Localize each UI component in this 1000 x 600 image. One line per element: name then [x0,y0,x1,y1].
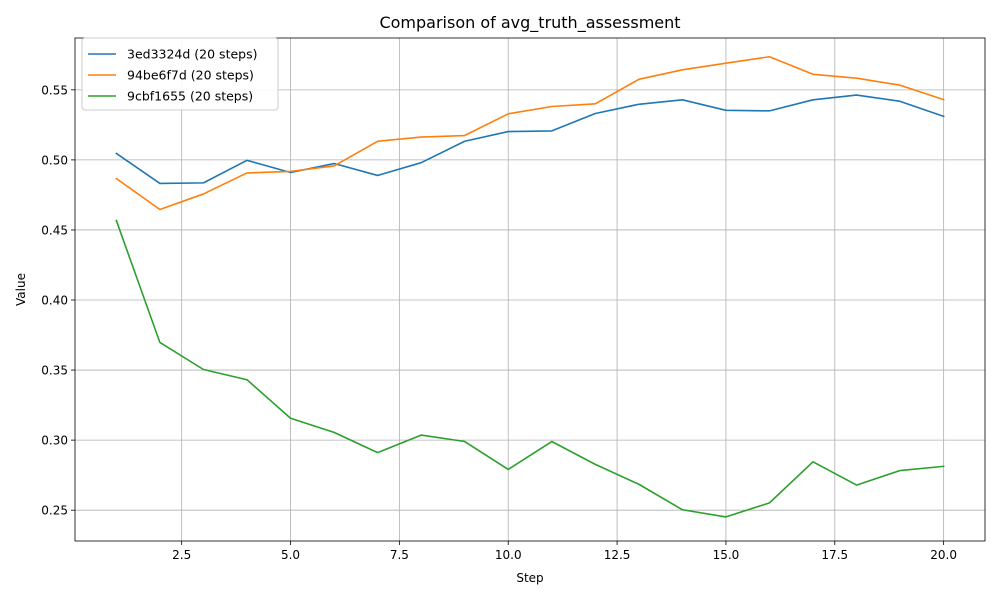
chart-title: Comparison of avg_truth_assessment [379,13,680,33]
x-tick-label: 5.0 [281,548,300,562]
series-line-2 [115,55,945,211]
x-tick-label: 2.5 [172,548,191,562]
x-tick-label: 17.5 [821,548,848,562]
series-lines [115,55,945,518]
x-tick-label: 15.0 [713,548,740,562]
legend-box [81,37,279,111]
y-axis-label: Value [14,273,28,306]
series-line-3 [115,219,945,518]
legend-label-3: 9cbf1655 (20 steps) [127,89,253,104]
y-tick-label: 0.30 [41,434,68,448]
y-tick-label: 0.40 [41,294,68,308]
grid [75,38,985,541]
y-tick-label: 0.45 [41,223,68,237]
y-tick-label: 0.35 [41,364,68,378]
y-tick-label: 0.25 [41,504,68,518]
plot-area-frame [74,37,986,542]
legend: 3ed3324d (20 steps) 94be6f7d (20 steps) 9c… [81,37,279,111]
x-tick-label: 12.5 [604,548,631,562]
x-tick-label: 20.0 [930,548,957,562]
legend-label-1: 3ed3324d (20 steps) [127,47,257,62]
series-line-1 [115,94,945,185]
legend-label-2: 94be6f7d (20 steps) [127,68,254,83]
x-tick-label: 10.0 [495,548,522,562]
y-axis-ticks: 0.25 0.30 0.35 0.40 0.45 0.50 0.55 [41,83,75,518]
y-tick-label: 0.50 [41,153,68,167]
x-tick-label: 7.5 [390,548,409,562]
y-tick-label: 0.55 [41,83,68,97]
x-axis-ticks: 2.5 5.0 7.5 10.0 12.5 15.0 17.5 20.0 [172,541,957,562]
x-axis-label: Step [516,571,543,585]
